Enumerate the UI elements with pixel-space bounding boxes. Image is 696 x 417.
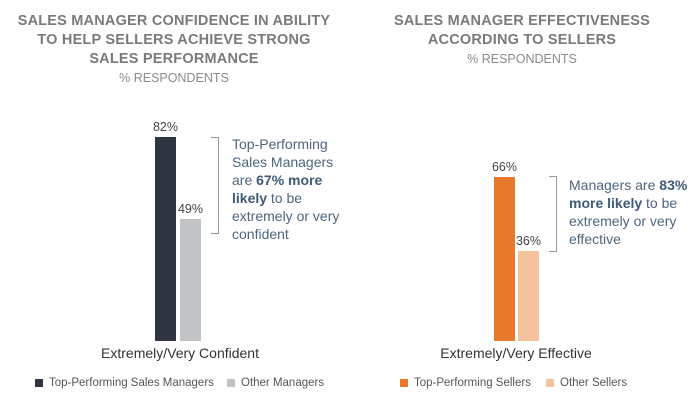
data-label: 82%: [152, 119, 179, 134]
title-line: SALES MANAGER CONFIDENCE IN ABILITY: [17, 13, 331, 29]
title-line: ACCORDING TO SELLERS: [427, 32, 617, 48]
annotation-bracket: [549, 176, 557, 252]
title-line: SALES MANAGER EFFECTIVENESS: [394, 13, 650, 29]
bar: [155, 136, 176, 341]
legend-label: Other Managers: [241, 377, 325, 389]
legend-label: Top-Performing Sales Managers: [49, 377, 214, 389]
data-label: 49%: [177, 201, 204, 216]
legend-item: Top-Performing Sales Managers: [35, 377, 214, 389]
annotation-bracket: [211, 137, 219, 234]
title-line: SALES PERFORMANCE: [89, 51, 259, 67]
bar: [180, 218, 201, 341]
legend-swatch: [546, 379, 554, 387]
legend-swatch: [35, 379, 43, 387]
bar: [494, 176, 515, 341]
legend-swatch: [227, 379, 235, 387]
right-title: SALES MANAGER EFFECTIVENESS ACCORDING TO …: [348, 12, 696, 50]
legend-label: Top-Performing Sellers: [414, 377, 531, 389]
annotation-post: to be extremely or very effective: [569, 195, 678, 247]
annotation-pre: Managers are: [569, 177, 660, 193]
annotation-pre: Top-Performing Sales Managers are: [232, 136, 334, 188]
legend-label: Other Sellers: [560, 377, 628, 389]
legend-swatch: [400, 379, 408, 387]
annotation-text: Top-Performing Sales Managers are 67% mo…: [232, 135, 357, 243]
annotation-bold: 83% more likely: [569, 177, 688, 211]
right-subtitle: % RESPONDENTS: [467, 52, 577, 66]
annotation-post: to be extremely or very confident: [232, 190, 340, 242]
legend-item: Other Managers: [227, 377, 324, 389]
left-subtitle: % RESPONDENTS: [119, 71, 229, 85]
annotation-text: Managers are 83% more likely to be extre…: [569, 176, 689, 248]
data-label: 36%: [515, 234, 542, 249]
data-label: 66%: [491, 159, 518, 174]
annotation-bold: 67% more likely: [232, 172, 323, 206]
legend-item: Top-Performing Sellers: [400, 377, 531, 389]
category-label: Extremely/Very Confident: [101, 345, 259, 361]
category-label: Extremely/Very Effective: [440, 345, 592, 361]
bar: [518, 251, 539, 341]
legend-item: Other Sellers: [546, 377, 627, 389]
left-title: SALES MANAGER CONFIDENCE IN ABILITY TO HE…: [0, 12, 348, 69]
title-line: TO HELP SELLERS ACHIEVE STRONG: [37, 32, 311, 48]
